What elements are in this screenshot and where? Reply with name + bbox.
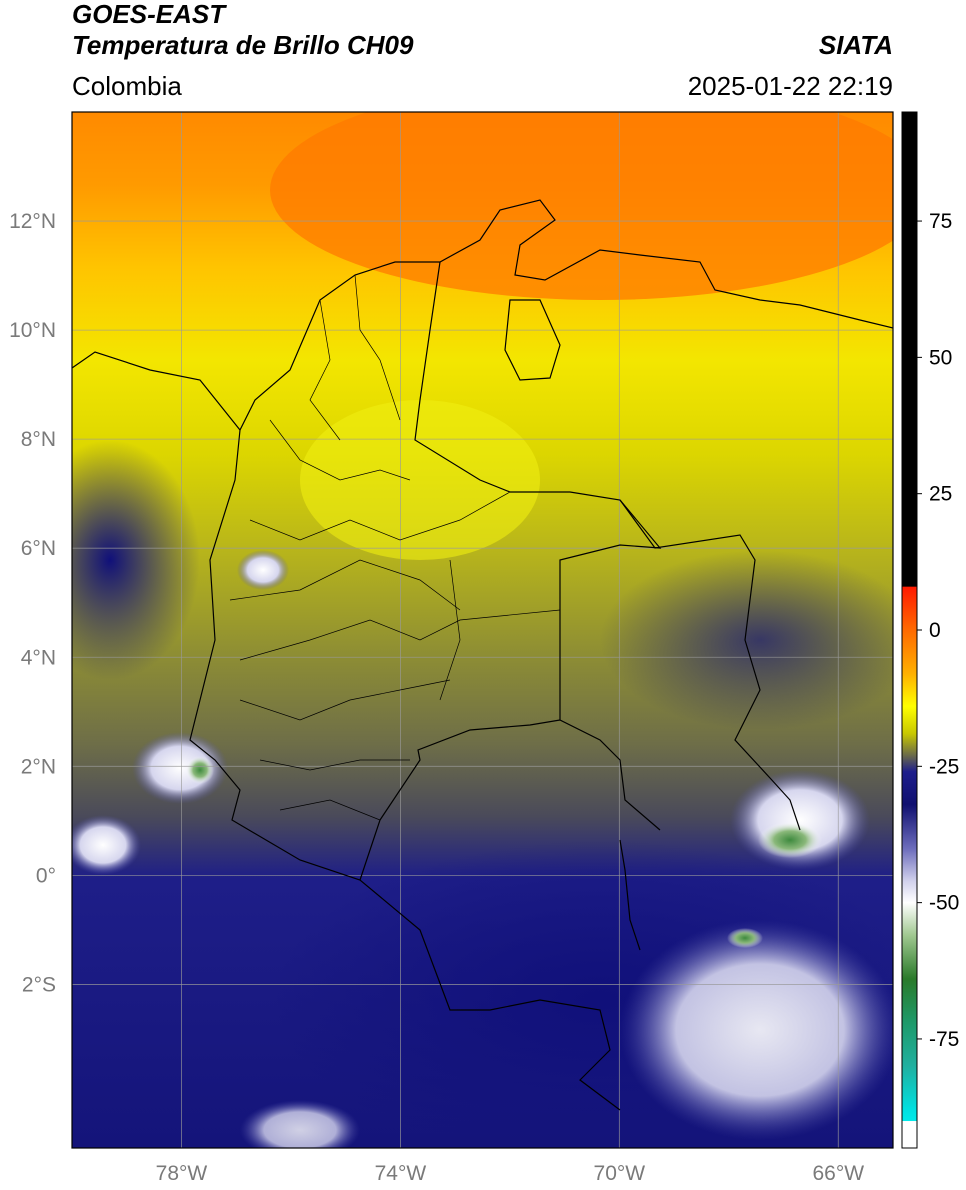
longitude-axis: 78°W 74°W 70°W 66°W <box>156 1162 865 1185</box>
datetime-label: 2025-01-22 22:19 <box>687 71 893 101</box>
agency-label: SIATA <box>818 30 893 60</box>
colorbar-tick-label: -50 <box>929 892 959 915</box>
lat-tick-label: 2°S <box>22 973 56 996</box>
lon-tick-label: 78°W <box>156 1162 208 1185</box>
colorbar-tick-label: 25 <box>929 483 952 506</box>
lat-tick-label: 0° <box>36 864 56 887</box>
satellite-title: GOES-EAST <box>72 0 226 29</box>
department-borders <box>229 274 561 821</box>
colorbar-tick-label: 50 <box>929 346 952 369</box>
colorbar: 75 50 25 0 -25 -50 -75 <box>901 111 959 1149</box>
lon-tick-label: 70°W <box>594 1162 646 1185</box>
colorbar-tick-label: 0 <box>929 619 941 642</box>
colorbar-tick-label: -75 <box>929 1028 959 1051</box>
colorbar-ramp <box>902 112 917 1148</box>
brightness-temperature-field <box>72 112 893 1148</box>
product-title: Temperatura de Brillo CH09 <box>72 30 414 60</box>
lon-tick-label: 74°W <box>375 1162 427 1185</box>
lat-tick-label: 6°N <box>21 537 56 560</box>
lat-tick-label: 12°N <box>9 210 56 233</box>
map-gridlines <box>72 112 893 1148</box>
latitude-axis: 12°N 10°N 8°N 6°N 4°N 2°N 0° 2°S <box>9 210 56 996</box>
country-borders <box>72 199 893 1111</box>
region-label: Colombia <box>72 71 182 101</box>
colorbar-tick-label: 75 <box>929 210 952 233</box>
lon-tick-label: 66°W <box>812 1162 864 1185</box>
lat-tick-label: 10°N <box>9 319 56 342</box>
lat-tick-label: 2°N <box>21 755 56 778</box>
lat-tick-label: 4°N <box>21 646 56 669</box>
map-frame <box>71 111 894 1149</box>
lat-tick-label: 8°N <box>21 428 56 451</box>
colorbar-tick-label: -25 <box>929 755 959 778</box>
